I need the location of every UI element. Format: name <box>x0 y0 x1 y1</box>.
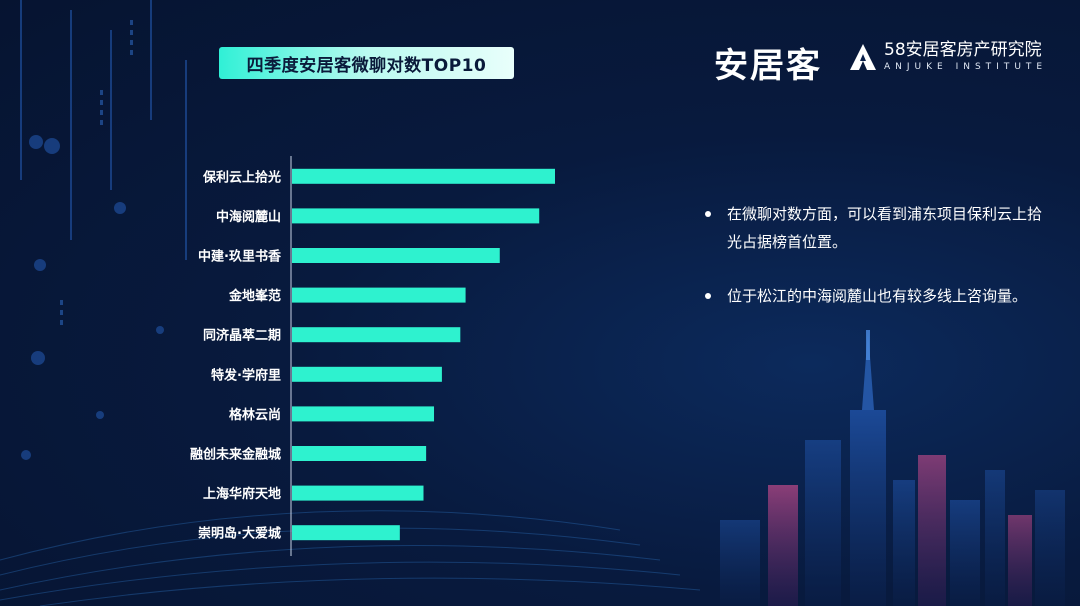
category-label: 格林云尚 <box>229 407 281 423</box>
category-label: 上海华府天地 <box>203 486 281 502</box>
institute-name-cn: 58安居客房产研究院 <box>884 40 1042 60</box>
category-label: 特发·学府里 <box>211 367 281 383</box>
category-label: 中建·玖里书香 <box>198 249 282 265</box>
bar <box>292 168 555 184</box>
commentary-text: 位于松江的中海阅麓山也有较多线上咨询量。 <box>727 287 1028 305</box>
anjuke-logo: 安居客 <box>714 46 822 86</box>
bar <box>292 525 400 541</box>
bar <box>292 248 500 263</box>
institute-name-en: ANJUKE INSTITUTE <box>884 62 1048 72</box>
bar <box>292 366 442 382</box>
bullet-dot-icon <box>705 211 711 217</box>
category-label: 保利云上拾光 <box>202 169 281 185</box>
institute-mark-icon <box>850 44 876 70</box>
chart-title-banner: 四季度安居客微聊对数TOP10 <box>219 47 514 79</box>
category-label: 金地峯范 <box>228 288 281 304</box>
bar <box>292 485 424 501</box>
institute-logo: 58安居客房产研究院 ANJUKE INSTITUTE <box>848 40 1047 74</box>
chart-title: 四季度安居客微聊对数TOP10 <box>246 55 487 76</box>
commentary-item: 在微聊对数方面，可以看到浦东项目保利云上拾光占据榜首位置。 <box>705 200 1045 256</box>
bar <box>292 287 466 303</box>
category-label: 融创未来金融城 <box>190 447 281 463</box>
commentary-list: 在微聊对数方面，可以看到浦东项目保利云上拾光占据榜首位置。 位于松江的中海阅麓山… <box>705 200 1045 336</box>
bar <box>292 327 461 343</box>
bar <box>292 208 540 224</box>
bar <box>292 406 435 422</box>
commentary-item: 位于松江的中海阅麓山也有较多线上咨询量。 <box>705 282 1045 310</box>
bar <box>292 446 427 461</box>
category-label: 崇明岛·大爱城 <box>198 526 281 542</box>
commentary-text: 在微聊对数方面，可以看到浦东项目保利云上拾光占据榜首位置。 <box>727 205 1043 251</box>
bullet-dot-icon <box>705 293 711 299</box>
category-label: 同济晶萃二期 <box>203 328 281 344</box>
category-label: 中海阅麓山 <box>216 209 281 225</box>
